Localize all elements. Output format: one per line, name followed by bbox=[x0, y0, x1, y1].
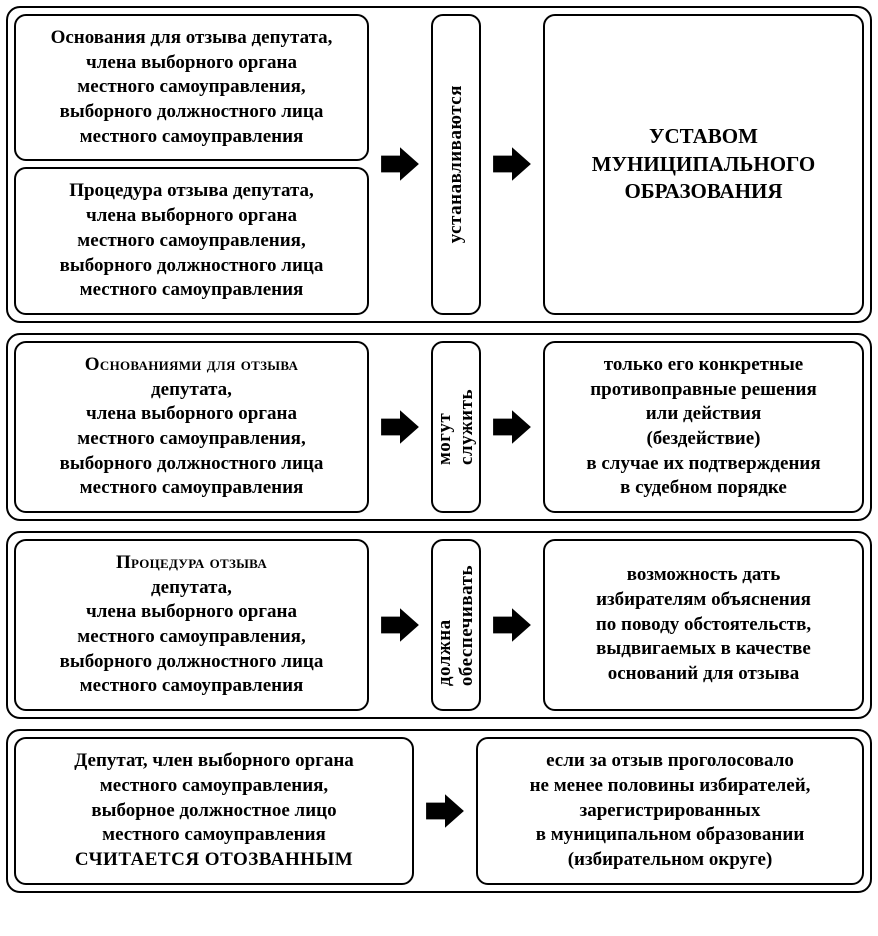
arrow-icon bbox=[491, 539, 533, 711]
arrow-icon bbox=[424, 737, 466, 884]
s1-left-bottom: Процедура отзыва депутата,члена выборног… bbox=[14, 167, 369, 314]
s2-mid: могутслужить bbox=[431, 341, 481, 513]
panel-2: Основаниями для отзыва депутата,члена вы… bbox=[6, 333, 872, 521]
s4-left: Депутат, член выборного органаместного с… bbox=[14, 737, 414, 884]
arrow-icon bbox=[379, 539, 421, 711]
s1-right: УСТАВОММУНИЦИПАЛЬНОГООБРАЗОВАНИЯ bbox=[543, 14, 864, 315]
s2-right: только его конкретныепротивоправные реше… bbox=[543, 341, 864, 513]
s1-left-top: Основания для отзыва депутата,члена выбо… bbox=[14, 14, 369, 161]
s3-left: Процедура отзыва депутата,члена выборног… bbox=[14, 539, 369, 711]
arrow-icon bbox=[379, 341, 421, 513]
s3-left-rest: депутата,члена выборного органаместного … bbox=[60, 576, 324, 699]
panel-3: Процедура отзыва депутата,члена выборног… bbox=[6, 531, 872, 719]
s3-mid: должнаобеспечивать bbox=[431, 539, 481, 711]
s1-mid: устанавливаются bbox=[431, 14, 481, 315]
s4-left-top: Депутат, член выборного органаместного с… bbox=[74, 749, 354, 848]
s2-left-rest: депутата,члена выборного органаместного … bbox=[60, 378, 324, 501]
s4-right: если за отзыв проголосовалоне менее поло… bbox=[476, 737, 864, 884]
arrow-icon bbox=[491, 14, 533, 315]
s3-right: возможность датьизбирателям объясненияпо… bbox=[543, 539, 864, 711]
s2-left: Основаниями для отзыва депутата,члена вы… bbox=[14, 341, 369, 513]
panel-1: Основания для отзыва депутата,члена выбо… bbox=[6, 6, 872, 323]
s2-left-head: Основаниями для отзыва bbox=[85, 353, 298, 378]
s3-left-head: Процедура отзыва bbox=[116, 551, 267, 576]
arrow-icon bbox=[491, 341, 533, 513]
panel-4: Депутат, член выборного органаместного с… bbox=[6, 729, 872, 892]
arrow-icon bbox=[379, 14, 421, 315]
s4-left-emph: СЧИТАЕТСЯ ОТОЗВАННЫМ bbox=[75, 848, 353, 873]
